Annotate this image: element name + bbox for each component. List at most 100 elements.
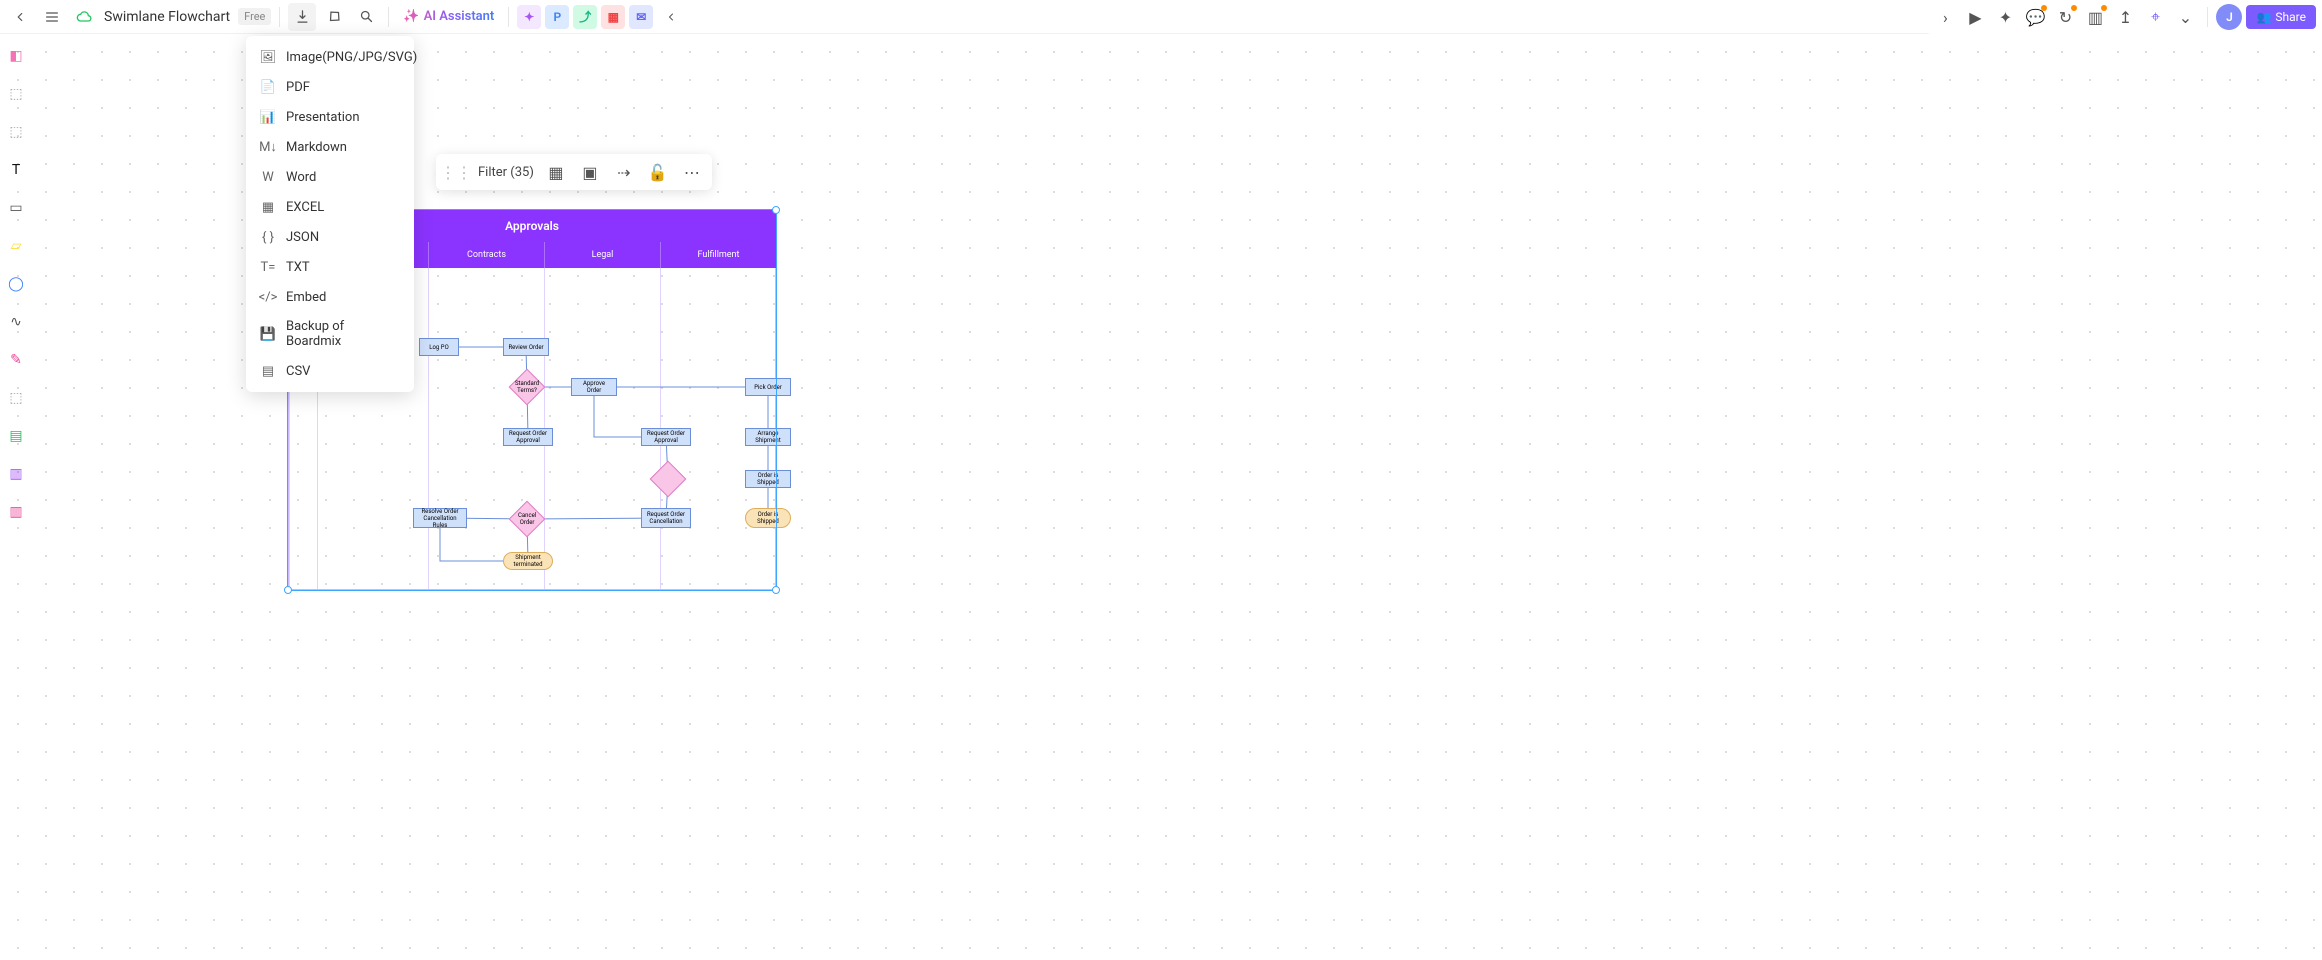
tag-button[interactable]: [320, 3, 348, 31]
flow-node[interactable]: Resolve Order Cancellation Rules: [413, 508, 467, 528]
export-item-icon: 💾: [260, 326, 276, 342]
export-item-icon: W: [260, 169, 276, 185]
menu-button[interactable]: [38, 3, 66, 31]
export-item-icon: ▤: [260, 363, 276, 379]
export-item-label: JSON: [286, 230, 319, 245]
divider: [279, 7, 280, 27]
topbar-right: ›▶✦💬↻▥↥⌖⌄ J 👥 Share: [1925, 0, 2322, 34]
lane-header[interactable]: Fulfillment: [660, 242, 776, 268]
export-item[interactable]: </>Embed: [246, 282, 414, 312]
rail-tool-0[interactable]: ◧: [4, 44, 28, 68]
rail-tool-8[interactable]: ✎: [4, 348, 28, 372]
export-item-label: Markdown: [286, 140, 347, 155]
flow-node[interactable]: Approve Order: [571, 378, 617, 396]
ai-assistant-button[interactable]: ✨ AI Assistant: [397, 9, 500, 24]
export-item[interactable]: M↓ Markdown: [246, 132, 414, 162]
export-item[interactable]: 📄PDF: [246, 72, 414, 102]
flow-node[interactable]: Log PO: [419, 338, 459, 356]
rail-tool-1[interactable]: ⬚: [4, 82, 28, 106]
flow-node[interactable]: Shipment terminated: [503, 552, 553, 570]
rail-tool-4[interactable]: ▭: [4, 196, 28, 220]
chevron-left-icon[interactable]: [657, 3, 685, 31]
rail-tool-7[interactable]: ∿: [4, 310, 28, 334]
search-button[interactable]: [352, 3, 380, 31]
topbar-action-2[interactable]: ✦: [1991, 3, 2019, 31]
export-item[interactable]: { }JSON: [246, 222, 414, 252]
export-item-label: CSV: [286, 364, 310, 379]
lane-header[interactable]: Contracts: [428, 242, 544, 268]
export-item[interactable]: T= TXT: [246, 252, 414, 282]
export-item-label: EXCEL: [286, 200, 324, 215]
export-item-icon: ▦: [260, 199, 276, 215]
topbar-action-0[interactable]: ›: [1931, 3, 1959, 31]
tool-chip[interactable]: ▦: [601, 5, 625, 29]
flow-node[interactable]: Arrange Shipment: [745, 428, 791, 446]
rail-tool-11[interactable]: ▥: [4, 462, 28, 486]
export-item-icon: 📄: [260, 79, 276, 95]
tool-chip[interactable]: P: [545, 5, 569, 29]
tool-chip[interactable]: ✦: [517, 5, 541, 29]
flow-node[interactable]: Request Order Cancellation: [641, 508, 691, 528]
flow-node[interactable]: Review Order: [503, 338, 549, 356]
topbar-action-5[interactable]: ▥: [2081, 3, 2109, 31]
left-tool-rail: ◧ ⬚ ⬚ T ▭ ▱ ◯ ∿ ✎ ⬚ ▤ ▥ ▥: [0, 34, 32, 524]
export-item-label: TXT: [286, 260, 310, 275]
divider: [508, 7, 509, 27]
flow-node[interactable]: Pick Order: [745, 378, 791, 396]
topbar-action-8[interactable]: ⌄: [2171, 3, 2199, 31]
topbar-action-3[interactable]: 💬: [2021, 3, 2049, 31]
flow-node[interactable]: Order is Shipped: [745, 470, 791, 488]
rail-tool-12[interactable]: ▥: [4, 500, 28, 524]
connector-icon[interactable]: ⇢: [612, 160, 636, 184]
topbar-action-6[interactable]: ↥: [2111, 3, 2139, 31]
share-button[interactable]: 👥 Share: [2246, 5, 2316, 29]
rail-tool-3[interactable]: T: [4, 158, 28, 182]
export-item-label: Image(PNG/JPG/SVG): [286, 50, 417, 65]
document-title[interactable]: Swimlane Flowchart: [104, 9, 230, 25]
user-avatar[interactable]: J: [2216, 4, 2242, 30]
filter-label[interactable]: Filter (35): [478, 165, 534, 180]
export-menu: 🖼 Image(PNG/JPG/SVG) 📄PDF 📊 Presentation M↓ Ma…: [246, 36, 414, 392]
rail-tool-2[interactable]: ⬚: [4, 120, 28, 144]
resize-handle-ne[interactable]: [772, 206, 780, 214]
tool-chip[interactable]: ✉: [629, 5, 653, 29]
export-item[interactable]: 🖼 Image(PNG/JPG/SVG): [246, 42, 414, 72]
drag-handle-icon[interactable]: ⋮⋮: [444, 160, 468, 184]
crop-icon[interactable]: ▣: [578, 160, 602, 184]
rail-tool-5[interactable]: ▱: [4, 234, 28, 258]
divider: [2207, 7, 2208, 27]
export-item-icon: T=: [260, 259, 276, 275]
lock-icon[interactable]: 🔓: [646, 160, 670, 184]
tool-chip[interactable]: ⤴: [573, 5, 597, 29]
flow-node[interactable]: Request Order Approval: [503, 428, 553, 446]
export-item-label: Backup of Boardmix: [286, 319, 400, 349]
export-item-icon: 🖼: [260, 49, 276, 65]
back-button[interactable]: [6, 3, 34, 31]
grid-icon[interactable]: ▦: [544, 160, 568, 184]
resize-handle-sw[interactable]: [284, 586, 292, 594]
export-item[interactable]: ▦ EXCEL: [246, 192, 414, 222]
rail-tool-6[interactable]: ◯: [4, 272, 28, 296]
export-item-label: Embed: [286, 290, 326, 305]
rail-tool-10[interactable]: ▤: [4, 424, 28, 448]
export-item-label: Word: [286, 170, 316, 185]
export-item[interactable]: W Word: [246, 162, 414, 192]
tool-chips: ✦P⤴▦✉: [517, 5, 653, 29]
flow-node[interactable]: Request Order Approval: [641, 428, 691, 446]
export-item[interactable]: 💾 Backup of Boardmix: [246, 312, 414, 356]
export-item-label: Presentation: [286, 110, 360, 125]
export-item[interactable]: ▤ CSV: [246, 356, 414, 386]
export-item-icon: M↓: [260, 139, 276, 155]
lane-header[interactable]: Legal: [544, 242, 660, 268]
resize-handle-se[interactable]: [772, 586, 780, 594]
download-button[interactable]: [288, 3, 316, 31]
cloud-icon[interactable]: [70, 3, 98, 31]
more-icon[interactable]: ⋯: [680, 160, 704, 184]
export-item-icon: 📊: [260, 109, 276, 125]
rail-tool-9[interactable]: ⬚: [4, 386, 28, 410]
topbar-action-4[interactable]: ↻: [2051, 3, 2079, 31]
export-item[interactable]: 📊 Presentation: [246, 102, 414, 132]
topbar-action-1[interactable]: ▶: [1961, 3, 1989, 31]
flow-node[interactable]: Order is Shipped: [745, 508, 791, 528]
topbar-action-7[interactable]: ⌖: [2141, 3, 2169, 31]
